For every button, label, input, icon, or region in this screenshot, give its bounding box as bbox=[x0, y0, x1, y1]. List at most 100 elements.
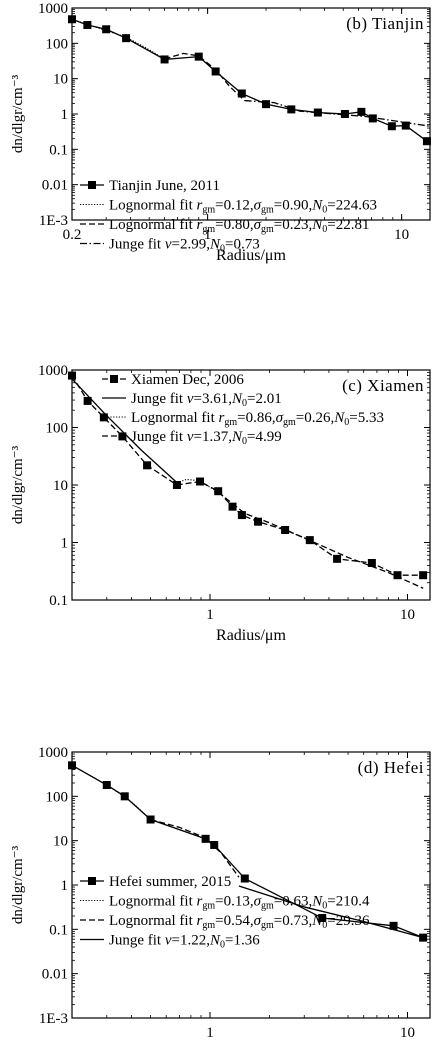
data-point bbox=[83, 21, 92, 30]
y-tick-label: 1000 bbox=[38, 363, 68, 379]
y-tick-label: 0.01 bbox=[42, 967, 68, 983]
y-tick-label: 100 bbox=[46, 36, 69, 52]
legend-label: Lognormal fit rgm=0.12,σgm=0.90,N0=224.6… bbox=[109, 198, 377, 216]
y-tick-label: 1 bbox=[61, 536, 69, 552]
data-point bbox=[389, 921, 398, 930]
legend-label: Xiamen Dec, 2006 bbox=[131, 372, 244, 388]
y-tick-label: 0.1 bbox=[49, 593, 68, 609]
legend-entry: Lognormal fit rgm=0.12,σgm=0.90,N0=224.6… bbox=[80, 198, 377, 216]
legend-label: Lognormal fit rgm=0.80,σgm=0.23,N0=22.81 bbox=[109, 217, 369, 235]
legend-marker bbox=[88, 181, 96, 189]
legend-entry: Lognormal fit rgm=0.54,σgm=0.73,N0=29.36 bbox=[80, 913, 370, 931]
data-point bbox=[102, 25, 111, 34]
legend-entry: Hefei summer, 2015 bbox=[80, 874, 231, 890]
data-point bbox=[401, 121, 410, 130]
data-point bbox=[214, 487, 223, 496]
legend-label: Tianjin June, 2011 bbox=[109, 178, 220, 194]
legend-entry: Tianjin June, 2011 bbox=[80, 178, 220, 194]
series-line-3 bbox=[150, 818, 240, 878]
y-axis-label: dn/dlgr/cm⁻³ bbox=[10, 445, 26, 524]
data-point bbox=[419, 571, 428, 580]
legend-label: Lognormal fit rgm=0.54,σgm=0.73,N0=29.36 bbox=[109, 913, 370, 931]
x-tick-label: 10 bbox=[400, 607, 415, 623]
data-point bbox=[237, 89, 246, 98]
data-point bbox=[122, 34, 131, 43]
series-line-4 bbox=[217, 491, 424, 589]
series-line-3 bbox=[176, 478, 219, 493]
chart-panel-2: 0.1 1 10 100 1000 1 10 Radius/μm dn/dlgr/cm⁻³ (c)… bbox=[10, 363, 431, 644]
legend-entry: Lognormal fit rgm=0.80,σgm=0.23,N0=22.81 bbox=[80, 217, 369, 235]
panel-label: (d) Hefei bbox=[358, 758, 424, 777]
legend-entry: Lognormal fit rgm=0.13,σgm=0.63,N0=210.4 bbox=[80, 894, 370, 912]
data-point bbox=[287, 105, 296, 114]
y-tick-label: 1E-3 bbox=[39, 213, 68, 229]
legend-label: Junge fit v=1.22,N0=1.36 bbox=[109, 933, 260, 951]
data-point bbox=[313, 108, 322, 117]
data-point bbox=[240, 874, 249, 883]
data-point bbox=[68, 761, 76, 770]
data-point bbox=[387, 122, 396, 131]
data-point bbox=[333, 554, 342, 563]
data-point bbox=[83, 396, 92, 405]
series-line-4 bbox=[244, 99, 431, 127]
data-point bbox=[254, 517, 263, 526]
x-axis-label: Radius/μm bbox=[216, 627, 286, 644]
y-tick-label: 0.1 bbox=[49, 922, 68, 938]
data-point bbox=[172, 481, 181, 489]
y-tick-label: 10 bbox=[53, 834, 68, 850]
data-point bbox=[422, 137, 431, 146]
data-point bbox=[393, 571, 402, 580]
legend-entry: Junge fit v=3.61,N0=2.01 bbox=[102, 391, 282, 409]
chart-panel-3: 1E-30.010.11101001000110Radius/μmdn/dlgr… bbox=[10, 745, 431, 1041]
x-tick-label: 1 bbox=[204, 227, 212, 243]
y-axis-label: dn/dlgr/cm⁻³ bbox=[10, 845, 26, 924]
series-line-2 bbox=[71, 764, 151, 820]
legend-entry: Xiamen Dec, 2006 bbox=[102, 372, 244, 388]
x-tick-label: 0.2 bbox=[63, 227, 82, 243]
data-point bbox=[194, 52, 203, 61]
chart-panel-1: 1E-3 0.01 0.1 1 10 100 1000 0.2 1 10 Radius/μm dn/d… bbox=[10, 1, 431, 264]
legend-marker bbox=[88, 877, 96, 885]
data-point bbox=[210, 840, 219, 849]
legend-entry: Junge fit v=1.37,N0=4.99 bbox=[102, 429, 282, 447]
series-line-1 bbox=[71, 764, 424, 939]
legend-entry: Junge fit v=1.22,N0=1.36 bbox=[80, 933, 260, 951]
legend-label: Hefei summer, 2015 bbox=[109, 874, 231, 890]
series-line-4 bbox=[238, 885, 424, 939]
y-tick-label: 1E-3 bbox=[39, 1011, 68, 1027]
y-tick-label: 0.01 bbox=[42, 178, 68, 194]
data-point bbox=[357, 107, 366, 116]
x-axis-label: Radius/μm bbox=[216, 247, 286, 264]
x-tick-label: 1 bbox=[206, 1025, 214, 1041]
y-tick-label: 0.1 bbox=[49, 142, 68, 158]
series-line-3 bbox=[164, 52, 245, 102]
panel-label: (b) Tianjin bbox=[346, 14, 424, 33]
y-tick-label: 10 bbox=[53, 478, 68, 494]
x-tick-label: 10 bbox=[400, 1025, 415, 1041]
series-line-2 bbox=[71, 378, 178, 484]
data-point bbox=[368, 114, 377, 123]
legend-entry: Lognormal fit rgm=0.86,σgm=0.26,N0=5.33 bbox=[102, 410, 384, 428]
data-point bbox=[318, 914, 327, 923]
legend-label: Junge fit v=3.61,N0=2.01 bbox=[131, 391, 282, 409]
y-tick-label: 1 bbox=[61, 107, 69, 123]
data-point bbox=[68, 371, 76, 380]
y-axis-label: dn/dlgr/cm⁻³ bbox=[10, 74, 26, 153]
data-point bbox=[228, 502, 237, 511]
x-tick-label: 10 bbox=[394, 227, 409, 243]
legend-label: Lognormal fit rgm=0.13,σgm=0.63,N0=210.4 bbox=[109, 894, 370, 912]
x-tick-label: 1 bbox=[206, 607, 214, 623]
data-point bbox=[196, 477, 205, 486]
data-point bbox=[262, 100, 271, 109]
y-tick-label: 10 bbox=[53, 72, 68, 88]
data-point bbox=[143, 461, 152, 470]
legend-label: Lognormal fit rgm=0.86,σgm=0.26,N0=5.33 bbox=[131, 410, 384, 428]
y-tick-label: 1000 bbox=[38, 745, 68, 761]
data-point bbox=[367, 559, 376, 568]
data-point bbox=[120, 792, 129, 801]
y-tick-label: 1 bbox=[61, 878, 69, 894]
panel-label: (c) Xiamen bbox=[342, 376, 424, 395]
legend-entry: Junge fit v=2.99,N0=0.73 bbox=[80, 237, 260, 255]
data-point bbox=[160, 55, 169, 64]
legend-marker bbox=[110, 375, 118, 383]
